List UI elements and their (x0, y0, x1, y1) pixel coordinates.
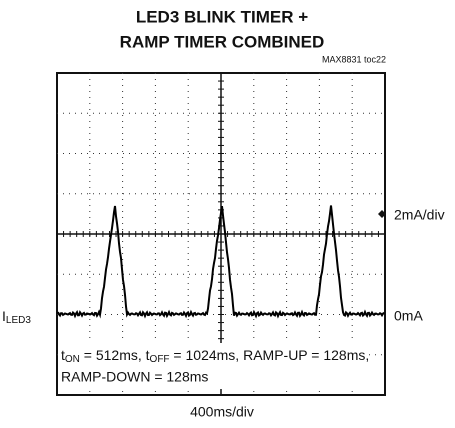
scope-screen (56, 72, 386, 396)
caption-sub: ON (65, 354, 80, 365)
caption-part: = 1024ms, RAMP-UP = 128ms, (170, 347, 370, 363)
trace-label-sub: LED3 (6, 315, 31, 326)
zero-label: 0mA (394, 308, 423, 324)
caption-line: tON = 512ms, tOFF = 1024ms, RAMP-UP = 12… (61, 347, 369, 365)
caption-bg (58, 343, 368, 389)
caption-part: = 512ms, t (80, 347, 150, 363)
figure-id: MAX8831 toc22 (322, 54, 386, 64)
title-line: RAMP TIMER COMBINED (120, 32, 325, 51)
waveform (57, 205, 385, 319)
trace-label-main: I (2, 308, 6, 324)
title-line: LED3 BLINK TIMER + (136, 7, 308, 26)
y-scale: 2mA/div (394, 207, 445, 223)
caption-sub: OFF (150, 354, 170, 365)
marker (378, 210, 386, 218)
caption-line: RAMP-DOWN = 128ms (61, 369, 208, 385)
x-scale: 400ms/div (190, 404, 254, 420)
trace-label: ILED3 (2, 308, 31, 326)
caption-part: t (61, 347, 65, 363)
